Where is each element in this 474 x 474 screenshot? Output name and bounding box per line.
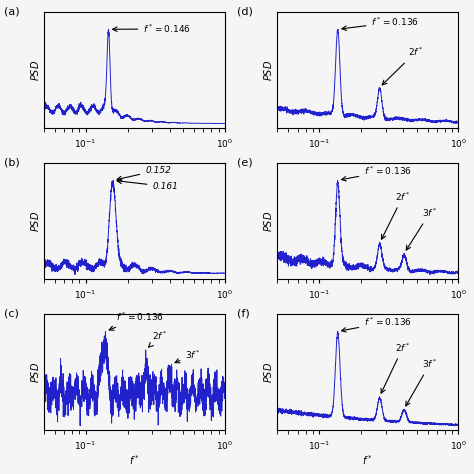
Text: $2f^*$: $2f^*$ bbox=[382, 190, 411, 239]
Text: (a): (a) bbox=[4, 7, 19, 17]
Text: (d): (d) bbox=[237, 7, 253, 17]
Text: 0.161: 0.161 bbox=[117, 179, 178, 191]
Text: (e): (e) bbox=[237, 157, 253, 168]
Text: $2f^*$: $2f^*$ bbox=[148, 329, 168, 347]
Text: $3f^*$: $3f^*$ bbox=[175, 348, 201, 363]
Text: 0.152: 0.152 bbox=[117, 166, 171, 181]
Text: (f): (f) bbox=[237, 309, 250, 319]
Text: $f^* = 0.136$: $f^* = 0.136$ bbox=[342, 164, 412, 181]
Text: $2f^*$: $2f^*$ bbox=[382, 46, 424, 85]
Text: $2f^*$: $2f^*$ bbox=[381, 341, 411, 393]
X-axis label: $f^*$: $f^*$ bbox=[129, 453, 140, 467]
Text: $f^* = 0.136$: $f^* = 0.136$ bbox=[109, 311, 164, 330]
Text: $f^* = 0.146$: $f^* = 0.146$ bbox=[113, 23, 191, 35]
Y-axis label: $PSD$: $PSD$ bbox=[263, 211, 274, 232]
Text: $f^* = 0.136$: $f^* = 0.136$ bbox=[341, 316, 412, 332]
Text: $3f^*$: $3f^*$ bbox=[406, 206, 438, 250]
Text: (c): (c) bbox=[4, 309, 18, 319]
Y-axis label: $PSD$: $PSD$ bbox=[29, 60, 41, 81]
Y-axis label: $PSD$: $PSD$ bbox=[263, 60, 274, 81]
Text: $3f^*$: $3f^*$ bbox=[406, 357, 438, 406]
Text: $f^* = 0.136$: $f^* = 0.136$ bbox=[342, 16, 419, 30]
Y-axis label: $PSD$: $PSD$ bbox=[29, 211, 41, 232]
X-axis label: $f^*$: $f^*$ bbox=[363, 453, 373, 467]
Y-axis label: $PSD$: $PSD$ bbox=[29, 362, 41, 383]
Y-axis label: $PSD$: $PSD$ bbox=[263, 362, 274, 383]
Text: (b): (b) bbox=[4, 157, 19, 168]
